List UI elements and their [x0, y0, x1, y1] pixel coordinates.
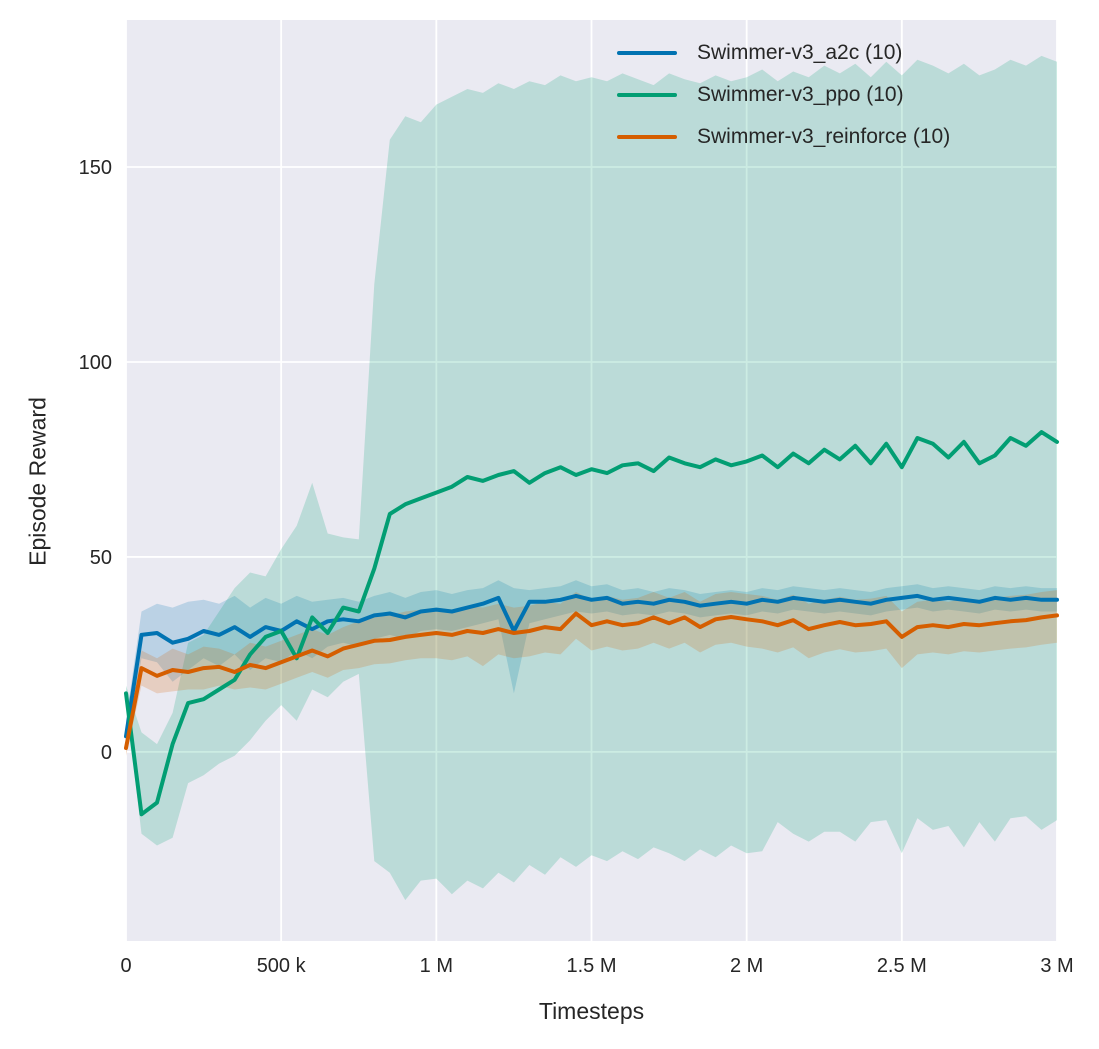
x-tick-label: 1.5 M [566, 955, 616, 977]
series-line-ppo [124, 430, 1059, 817]
x-tick-label: 0 [120, 955, 131, 977]
legend: Swimmer-v3_a2c (10) Swimmer-v3_ppo (10) … [617, 32, 950, 158]
series-line-reinforce [124, 611, 1059, 750]
x-tick-label: 500 k [257, 955, 307, 977]
x-tick-label: 3 M [1040, 955, 1073, 977]
legend-label: Swimmer-v3_ppo (10) [697, 83, 904, 106]
confidence-band-reinforce [126, 590, 1057, 756]
legend-swatch-icon [617, 93, 677, 97]
legend-swatch-icon [617, 51, 677, 55]
x-tick-label: 1 M [420, 955, 453, 977]
legend-label: Swimmer-v3_a2c (10) [697, 41, 903, 64]
y-tick-label: 0 [101, 742, 112, 764]
x-axis-label: Timesteps [538, 998, 645, 1024]
y-tick-label: 100 [79, 352, 112, 374]
legend-item: Swimmer-v3_ppo (10) [617, 74, 950, 116]
y-tick-label: 150 [79, 157, 112, 179]
x-tick-label: 2.5 M [877, 955, 927, 977]
y-tick-label: 50 [90, 547, 112, 569]
y-axis-label: Episode Reward [24, 397, 51, 566]
x-tick-label: 2 M [730, 955, 763, 977]
legend-item: Swimmer-v3_reinforce (10) [617, 116, 950, 158]
legend-label: Swimmer-v3_reinforce (10) [697, 125, 951, 148]
legend-swatch-icon [617, 135, 677, 139]
legend-item: Swimmer-v3_a2c (10) [617, 32, 950, 74]
confidence-band-ppo [126, 55, 1057, 901]
